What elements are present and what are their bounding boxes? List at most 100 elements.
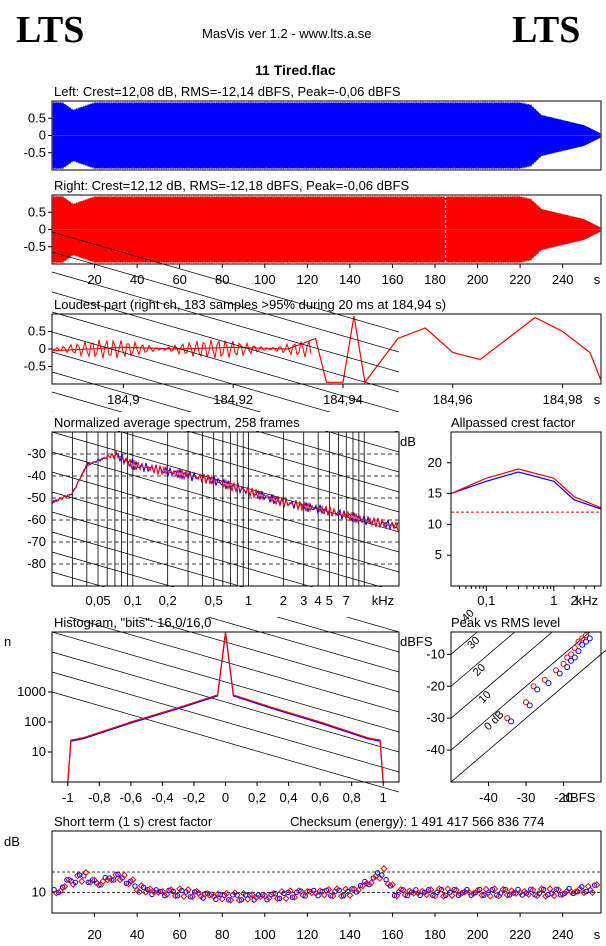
y-tick-label: 0 — [39, 222, 46, 237]
y-tick-label: 20 — [428, 455, 442, 470]
x-tick-label: 220 — [509, 272, 531, 287]
crest-point-red — [146, 885, 154, 893]
crest-point-red — [508, 887, 516, 895]
crest-point-red — [499, 885, 507, 893]
x-tick-label: 5 — [326, 593, 333, 608]
crest-point-blue — [340, 892, 347, 899]
crest-point-blue — [98, 882, 104, 888]
pvr-point-blue — [579, 641, 586, 648]
y-tick-label: 0 — [39, 128, 46, 143]
crest-point-blue — [289, 894, 296, 900]
crest-point-blue — [540, 886, 547, 893]
crest-point-blue — [234, 892, 240, 898]
pvr-point-blue — [508, 718, 514, 725]
pvr-diag-label: 10 — [477, 689, 494, 706]
y-tick-label: 10 — [32, 885, 46, 900]
crest-point-blue — [502, 886, 508, 893]
spectrum-slope — [51, 491, 400, 593]
x-tick-label: 7 — [343, 593, 350, 608]
crest-point-blue — [400, 887, 406, 893]
crest-point-red — [325, 885, 333, 894]
crest-point-red — [529, 886, 537, 894]
spectrum-slope — [51, 251, 400, 353]
x-tick-label: 20 — [87, 272, 101, 287]
y-tick-label: -0.5 — [24, 239, 46, 254]
spectrum-slope — [51, 391, 400, 493]
crest-point-blue — [357, 882, 364, 889]
y-tick-label: 0.5 — [28, 324, 46, 339]
crest-point-blue — [404, 892, 411, 899]
crest-point-blue — [315, 893, 321, 899]
pvr-point-red — [571, 644, 578, 651]
spectrum-slope — [51, 291, 400, 393]
pvr-point-red — [541, 676, 548, 683]
crest-point-red — [359, 882, 367, 890]
x-tick-label: 1 — [550, 593, 557, 608]
crest-point-blue — [451, 886, 457, 893]
y-tick-label: 0.5 — [28, 110, 46, 125]
pvr-ylabel: dBFS — [400, 634, 433, 649]
crest-point-blue — [225, 897, 232, 903]
crest-point-blue — [132, 883, 138, 889]
x-tick-label: 120 — [296, 272, 318, 287]
spectrum-slope — [51, 631, 400, 733]
crest-point-blue — [374, 870, 381, 876]
x-tick-label: -20 — [554, 790, 573, 805]
crest-point-red — [520, 887, 528, 896]
x-tick-label: 200 — [467, 927, 489, 942]
crest-point-blue — [170, 888, 176, 895]
spectrum-slope — [51, 651, 400, 753]
spectrum-mask-bottom — [52, 587, 399, 617]
crest-point-blue — [187, 894, 194, 900]
x-unit-label: kHz — [576, 593, 598, 608]
crest-point-red — [256, 892, 265, 901]
crest-point-blue — [111, 877, 117, 883]
crest-point-red — [188, 893, 196, 901]
pvr-point-red — [560, 660, 567, 667]
crest-point-red — [282, 894, 290, 902]
y-tick-label: -0.5 — [24, 359, 46, 374]
crest-point-blue — [200, 895, 206, 901]
spectrum-mask-top — [52, 412, 399, 431]
histogram-line-blue — [67, 632, 384, 784]
crest-point-red — [448, 892, 456, 900]
app-title: MasVis ver 1.2 - www.lts.a.se — [202, 26, 372, 41]
crest-point-blue — [528, 886, 534, 893]
crest-point-red — [222, 889, 231, 897]
x-tick-label: -0,4 — [151, 790, 173, 805]
crest-point-red — [103, 876, 111, 884]
crest-point-red — [159, 887, 167, 895]
loudest-line — [51, 315, 602, 384]
x-tick-label: 100 — [254, 927, 276, 942]
crest-point-red — [291, 893, 299, 901]
x-tick-label: 2 — [571, 593, 578, 608]
crest-point-red — [108, 876, 116, 884]
crest-point-blue — [72, 879, 79, 886]
crest-frame — [51, 830, 602, 914]
x-tick-label: 1 — [380, 790, 387, 805]
allpassed-frame — [450, 431, 602, 587]
crest-point-blue — [89, 877, 96, 883]
pvr-point-blue — [583, 638, 589, 645]
crest-point-blue — [336, 887, 342, 893]
pvr-point-red — [579, 635, 586, 642]
lts-logo-right: LTS — [512, 9, 581, 51]
crest-point-blue — [511, 890, 517, 896]
crest-point-blue — [425, 887, 432, 893]
x-tick-label: 3 — [300, 593, 307, 608]
crest-point-red — [120, 871, 128, 879]
pvr-diagonal — [450, 649, 606, 783]
x-tick-label: 184,94 — [323, 392, 363, 407]
crest-point-blue — [553, 886, 560, 893]
crest-point-blue — [85, 879, 91, 886]
x-tick-label: -30 — [517, 790, 536, 805]
crest-point-red — [61, 882, 69, 891]
crest-point-red — [576, 885, 584, 893]
crest-point-red — [197, 892, 205, 900]
crest-point-blue — [123, 880, 130, 887]
x-tick-label: 184,9 — [107, 392, 140, 407]
x-tick-label: 184,96 — [433, 392, 473, 407]
pvr-point-blue — [568, 657, 574, 664]
crest-title: Short term (1 s) crest factor — [54, 814, 213, 829]
pvr-diag-label: 20 — [471, 662, 488, 679]
